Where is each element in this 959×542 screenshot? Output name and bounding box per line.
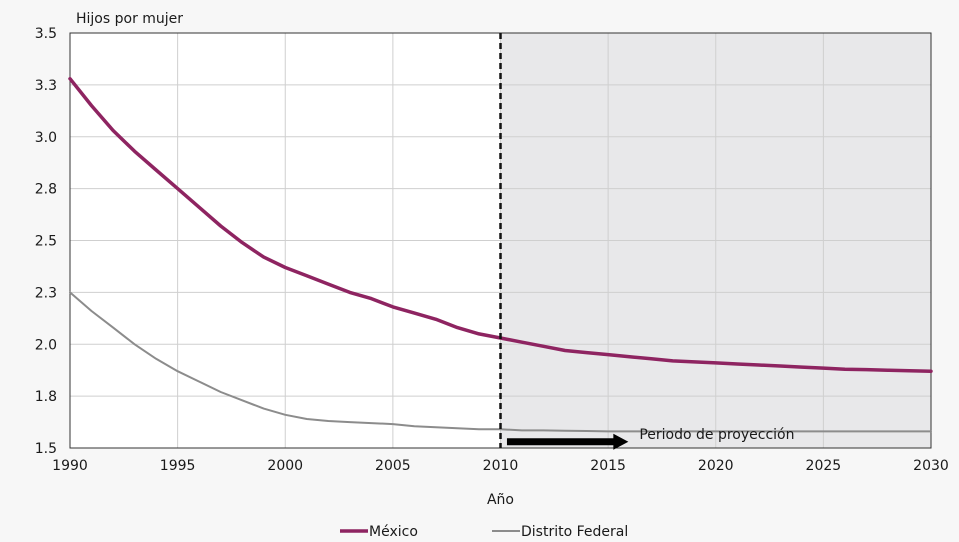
projection-label: Periodo de proyección	[639, 427, 794, 443]
x-tick-label: 2020	[698, 458, 734, 474]
x-axis-title: Año	[487, 492, 514, 508]
y-tick-label: 2.3	[35, 285, 57, 301]
tick-labels: 1990 1995 2000 2005 2010 2015 2020 2025 2030 1.5 1…	[35, 26, 949, 474]
projection-arrow-head	[613, 433, 629, 450]
annotations: Hijos por mujer Año Periodo de proyección	[76, 11, 795, 508]
series-line-distrito-federal	[69, 291, 932, 433]
y-tick-label: 1.5	[35, 441, 57, 457]
y-tick-label: 1.8	[35, 389, 57, 405]
y-tick-label: 3.5	[35, 26, 57, 42]
x-tick-label: 2000	[267, 458, 303, 474]
x-tick-label: 1995	[160, 458, 196, 474]
y-tick-label: 3.3	[35, 78, 57, 94]
legend-label: México	[369, 524, 418, 540]
legend-label: Distrito Federal	[521, 524, 628, 540]
y-axis-title: Hijos por mujer	[76, 11, 183, 27]
y-tick-label: 3.0	[35, 130, 57, 146]
legend: México Distrito Federal	[340, 524, 628, 540]
x-tick-label: 2025	[806, 458, 842, 474]
y-tick-label: 2.5	[35, 234, 57, 250]
x-tick-label: 2010	[483, 458, 519, 474]
x-tick-label: 2030	[913, 458, 949, 474]
x-tick-label: 1990	[52, 458, 88, 474]
y-tick-label: 2.8	[35, 182, 57, 198]
y-tick-label: 2.0	[35, 337, 57, 353]
x-tick-label: 2015	[590, 458, 626, 474]
x-tick-label: 2005	[375, 458, 411, 474]
